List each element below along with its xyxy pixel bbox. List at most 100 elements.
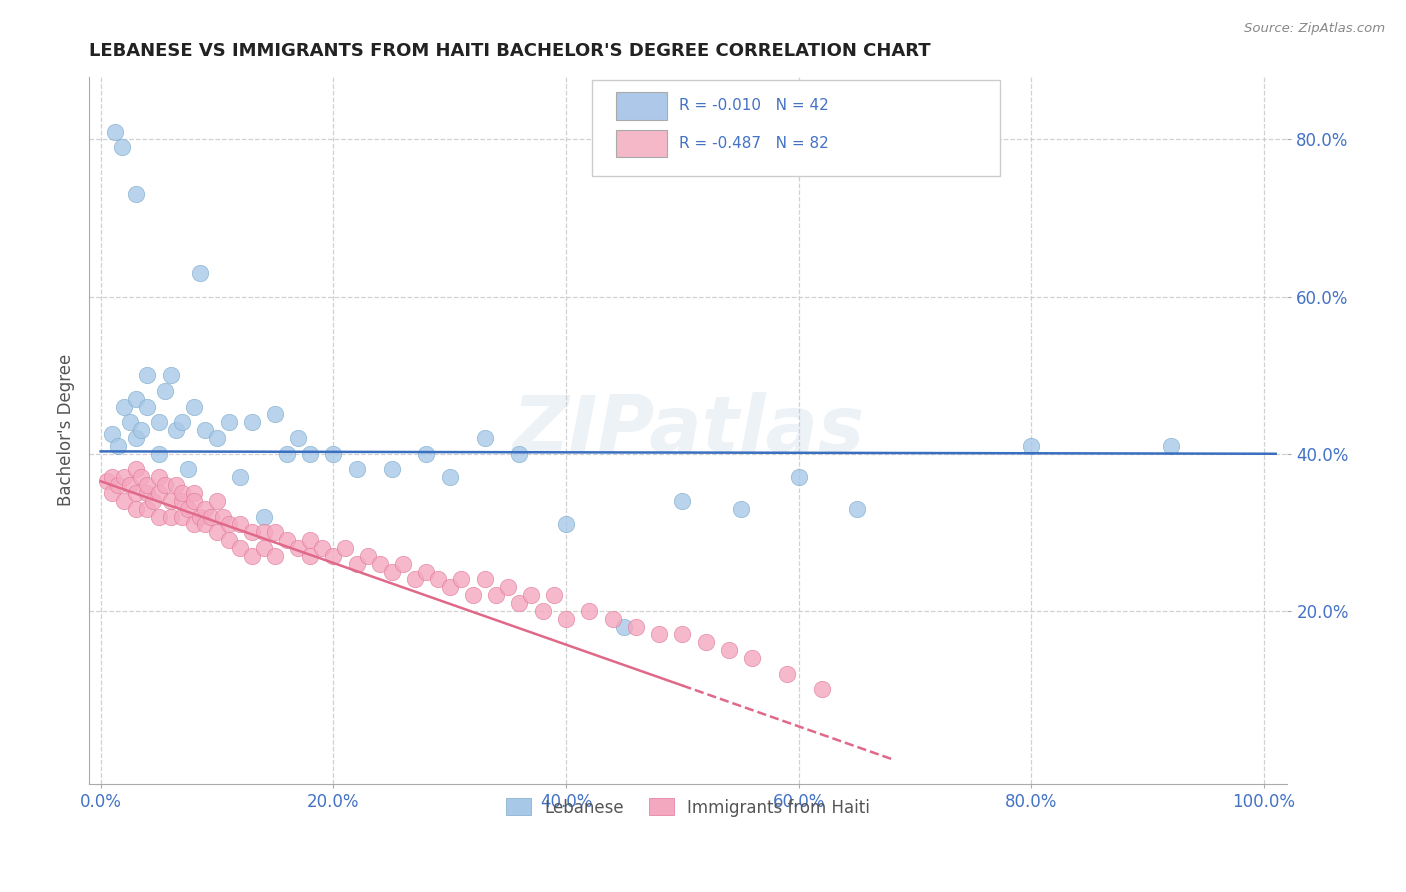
Point [439, 580, 461, 594]
Point [118, 415, 141, 429]
Text: LEBANESE VS IMMIGRANTS FROM HAITI BACHELOR'S DEGREE CORRELATION CHART: LEBANESE VS IMMIGRANTS FROM HAITI BACHEL… [89, 42, 931, 60]
Point [229, 470, 252, 484]
Point [264, 549, 287, 563]
Text: Source: ZipAtlas.com: Source: ZipAtlas.com [1244, 22, 1385, 36]
Point [131, 423, 153, 437]
Point [153, 384, 176, 398]
Point [148, 486, 170, 500]
Point [240, 549, 263, 563]
Point [474, 573, 496, 587]
Point [776, 666, 799, 681]
Point [229, 541, 252, 555]
Point [124, 431, 146, 445]
Point [531, 604, 554, 618]
FancyBboxPatch shape [616, 129, 666, 157]
Point [124, 486, 146, 500]
Point [322, 447, 344, 461]
Point [299, 549, 322, 563]
Point [287, 541, 309, 555]
Point [252, 509, 274, 524]
Point [240, 525, 263, 540]
Point [142, 494, 165, 508]
Point [148, 415, 170, 429]
Point [671, 627, 693, 641]
Point [101, 470, 124, 484]
Point [648, 627, 671, 641]
Point [218, 517, 240, 532]
Point [485, 588, 508, 602]
Point [299, 447, 322, 461]
Point [474, 431, 496, 445]
Point [404, 573, 426, 587]
Y-axis label: Bachelor's Degree: Bachelor's Degree [58, 354, 75, 507]
FancyBboxPatch shape [616, 92, 666, 120]
Point [172, 509, 194, 524]
Point [415, 447, 437, 461]
Point [112, 400, 135, 414]
Point [212, 509, 235, 524]
Text: ZIPatlas: ZIPatlas [512, 392, 865, 468]
Point [172, 415, 194, 429]
Point [159, 368, 181, 383]
Point [136, 486, 159, 500]
Point [188, 509, 211, 524]
Point [177, 501, 200, 516]
Point [107, 478, 129, 492]
Point [101, 427, 124, 442]
Point [124, 501, 146, 516]
Point [671, 494, 693, 508]
Point [555, 517, 578, 532]
Point [264, 408, 287, 422]
Point [368, 557, 391, 571]
Point [194, 423, 217, 437]
Point [96, 475, 118, 489]
Point [148, 447, 170, 461]
Point [218, 533, 240, 548]
Point [165, 423, 187, 437]
Point [520, 588, 543, 602]
Point [101, 486, 124, 500]
Point [427, 573, 450, 587]
Point [392, 557, 415, 571]
Point [439, 470, 461, 484]
Point [252, 525, 274, 540]
Point [165, 478, 187, 492]
Point [276, 447, 298, 461]
Point [730, 501, 752, 516]
Point [111, 140, 134, 154]
Point [333, 541, 356, 555]
Point [346, 557, 368, 571]
Point [741, 651, 763, 665]
Point [322, 549, 344, 563]
Point [229, 517, 252, 532]
Point [148, 509, 170, 524]
Point [380, 462, 402, 476]
Point [461, 588, 484, 602]
Point [811, 682, 834, 697]
Point [194, 517, 217, 532]
Point [205, 525, 228, 540]
Point [104, 125, 127, 139]
Point [200, 509, 222, 524]
Point [496, 580, 519, 594]
Point [183, 517, 205, 532]
Point [124, 187, 146, 202]
Point [508, 447, 530, 461]
Point [183, 400, 205, 414]
Point [159, 509, 181, 524]
Point [1160, 439, 1182, 453]
Point [415, 565, 437, 579]
Point [159, 494, 181, 508]
Legend: Lebanese, Immigrants from Haiti: Lebanese, Immigrants from Haiti [498, 790, 879, 825]
Point [194, 501, 217, 516]
Point [124, 462, 146, 476]
Point [148, 470, 170, 484]
Point [624, 619, 647, 633]
Point [118, 478, 141, 492]
Point [845, 501, 868, 516]
Point [613, 619, 636, 633]
Point [188, 266, 211, 280]
Point [380, 565, 402, 579]
Point [299, 533, 322, 548]
Point [508, 596, 530, 610]
